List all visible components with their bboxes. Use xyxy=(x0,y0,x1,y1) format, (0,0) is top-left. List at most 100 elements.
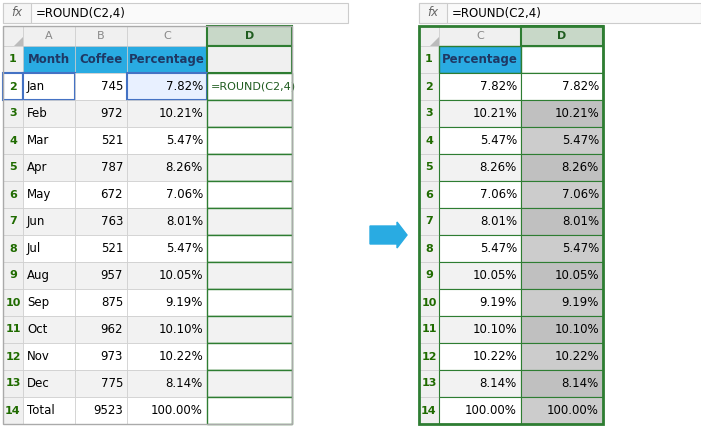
Bar xyxy=(207,262,292,289)
Bar xyxy=(3,3,31,23)
Bar xyxy=(3,46,23,73)
Text: 10.21%: 10.21% xyxy=(554,107,599,120)
Bar xyxy=(419,235,439,262)
Bar xyxy=(207,73,292,100)
Bar xyxy=(23,208,75,235)
Text: 10: 10 xyxy=(421,297,437,308)
Bar xyxy=(419,289,439,316)
Bar xyxy=(521,46,603,73)
Bar xyxy=(521,127,603,154)
Text: 7: 7 xyxy=(9,216,17,227)
Bar xyxy=(521,181,603,208)
Bar xyxy=(521,370,603,397)
Text: Feb: Feb xyxy=(27,107,48,120)
Bar xyxy=(521,100,603,127)
Bar xyxy=(521,316,603,343)
Bar xyxy=(23,73,75,100)
Bar xyxy=(127,343,207,370)
Text: Aug: Aug xyxy=(27,269,50,282)
Text: 7: 7 xyxy=(425,216,433,227)
Text: 787: 787 xyxy=(101,161,123,174)
Text: 5: 5 xyxy=(9,162,17,172)
Bar xyxy=(3,26,23,46)
Text: 775: 775 xyxy=(101,377,123,390)
Bar xyxy=(23,127,75,154)
Text: 5.47%: 5.47% xyxy=(479,134,517,147)
Text: 4: 4 xyxy=(9,136,17,146)
Bar xyxy=(419,154,439,181)
Text: 7.06%: 7.06% xyxy=(165,188,203,201)
Text: Mar: Mar xyxy=(27,134,49,147)
Bar xyxy=(439,262,521,289)
Bar xyxy=(419,26,439,46)
Text: 13: 13 xyxy=(421,378,437,389)
Bar xyxy=(439,26,521,46)
Text: May: May xyxy=(27,188,51,201)
Text: 7.06%: 7.06% xyxy=(562,188,599,201)
Text: Percentage: Percentage xyxy=(442,53,518,66)
Bar xyxy=(207,343,292,370)
Text: 8: 8 xyxy=(425,243,433,253)
Text: 8.26%: 8.26% xyxy=(562,161,599,174)
Text: 10.10%: 10.10% xyxy=(158,323,203,336)
Text: Total: Total xyxy=(27,404,55,417)
Text: 3: 3 xyxy=(426,109,433,118)
Text: 1: 1 xyxy=(425,55,433,65)
Text: 10.21%: 10.21% xyxy=(158,107,203,120)
Text: 13: 13 xyxy=(6,378,21,389)
Bar xyxy=(521,262,603,289)
Bar xyxy=(439,316,521,343)
Text: 9.19%: 9.19% xyxy=(562,296,599,309)
Bar xyxy=(23,46,75,73)
Bar xyxy=(75,397,127,424)
Bar xyxy=(23,154,75,181)
Text: 7.82%: 7.82% xyxy=(165,80,203,93)
Text: 8.14%: 8.14% xyxy=(562,377,599,390)
Text: 962: 962 xyxy=(100,323,123,336)
Text: Sep: Sep xyxy=(27,296,49,309)
Bar xyxy=(207,181,292,208)
Text: 5.47%: 5.47% xyxy=(165,134,203,147)
Text: Apr: Apr xyxy=(27,161,48,174)
Text: 8.01%: 8.01% xyxy=(562,215,599,228)
Bar xyxy=(75,154,127,181)
Bar xyxy=(23,235,75,262)
Text: C: C xyxy=(476,31,484,41)
Text: 12: 12 xyxy=(5,352,21,362)
Bar xyxy=(207,100,292,127)
Text: 7.82%: 7.82% xyxy=(562,80,599,93)
Bar xyxy=(127,154,207,181)
Bar xyxy=(419,181,439,208)
Text: 5.47%: 5.47% xyxy=(562,134,599,147)
Bar xyxy=(439,127,521,154)
Text: 957: 957 xyxy=(101,269,123,282)
Bar xyxy=(207,154,292,181)
Text: 672: 672 xyxy=(100,188,123,201)
Text: 8.14%: 8.14% xyxy=(479,377,517,390)
Text: 972: 972 xyxy=(100,107,123,120)
Text: 100.00%: 100.00% xyxy=(547,404,599,417)
Text: 10.05%: 10.05% xyxy=(472,269,517,282)
Bar xyxy=(439,289,521,316)
Text: 12: 12 xyxy=(421,352,437,362)
Bar xyxy=(521,208,603,235)
Text: Month: Month xyxy=(28,53,70,66)
Bar xyxy=(23,397,75,424)
Polygon shape xyxy=(14,37,23,46)
Text: 5.47%: 5.47% xyxy=(479,242,517,255)
Text: 10: 10 xyxy=(6,297,21,308)
Text: Jul: Jul xyxy=(27,242,41,255)
Bar xyxy=(75,127,127,154)
Bar xyxy=(521,235,603,262)
Bar xyxy=(521,26,603,46)
Bar xyxy=(75,208,127,235)
Bar xyxy=(127,73,207,100)
Text: 8.01%: 8.01% xyxy=(480,215,517,228)
Text: 2: 2 xyxy=(9,81,17,92)
Text: 10.10%: 10.10% xyxy=(472,323,517,336)
Bar xyxy=(127,289,207,316)
Bar xyxy=(3,154,23,181)
Polygon shape xyxy=(430,37,439,46)
Bar xyxy=(207,208,292,235)
Text: 8.14%: 8.14% xyxy=(165,377,203,390)
